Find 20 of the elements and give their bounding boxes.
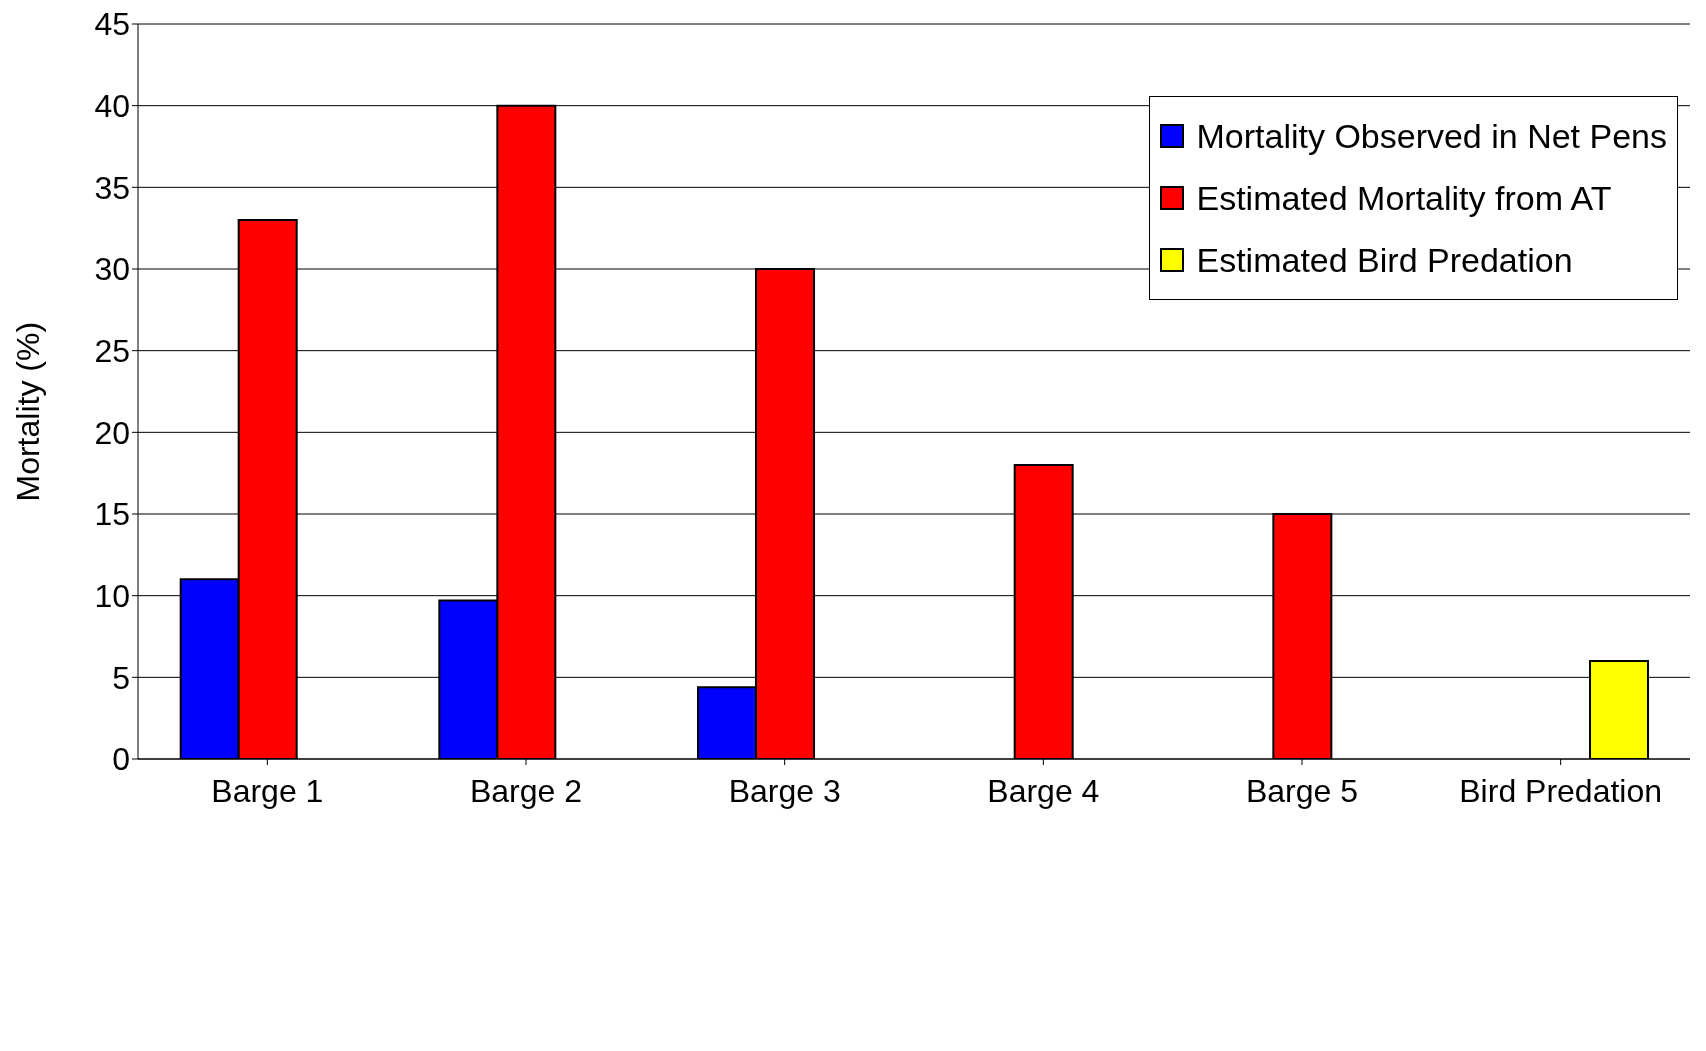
y-tick-label: 30 [94,251,130,288]
y-tick-label: 10 [94,578,130,615]
y-tick-label: 5 [112,659,130,696]
legend-label: Estimated Bird Predation [1196,240,1573,280]
y-tick-label: 25 [94,333,130,370]
y-tick-label: 15 [94,496,130,533]
legend-label: Mortality Observed in Net Pens [1196,116,1667,156]
x-tick-label: Barge 5 [1245,772,1359,809]
x-tick-label: Barge 1 [211,772,324,809]
y-tick-label: 0 [112,741,130,778]
y-tick-label: 40 [94,88,130,125]
y-tick-label: 20 [94,414,130,451]
x-tick-label: Bird Predation [1459,772,1663,809]
x-tick-label: Barge 2 [469,772,583,809]
x-tick-label: Barge 3 [728,772,841,809]
y-axis-title: Mortality (%) [10,321,47,502]
x-tick-label: Barge 4 [987,772,1100,809]
y-tick-label: 35 [94,169,130,206]
legend-label: Estimated Mortality from AT [1196,178,1612,218]
y-tick-label: 45 [94,6,130,43]
